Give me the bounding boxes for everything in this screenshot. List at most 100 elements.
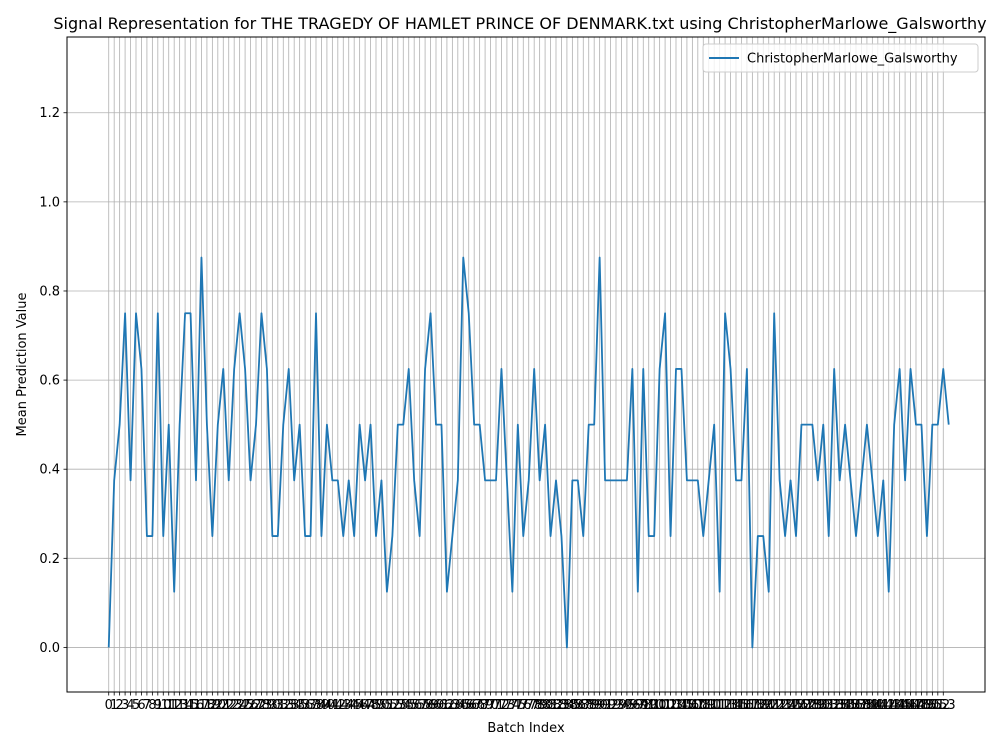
- x-tick-label: 68: [471, 698, 488, 713]
- x-tick-label: 131: [811, 698, 836, 713]
- y-axis-label: Mean Prediction Value: [15, 293, 30, 437]
- x-tick-label: 37: [302, 698, 319, 713]
- x-tick-label: 58: [417, 698, 434, 713]
- series-layer: [107, 256, 950, 649]
- x-tick-label: 121: [756, 698, 781, 713]
- x-tick-label: 19: [204, 698, 221, 713]
- x-tick-label: 36: [297, 698, 314, 713]
- x-tick-label: 50: [373, 698, 390, 713]
- x-tick-label: 0: [105, 698, 113, 713]
- x-tick-label: 20: [210, 698, 227, 713]
- x-tick-label: 56: [406, 698, 423, 713]
- x-tick-label: 88: [580, 698, 597, 713]
- x-tick-label: 21: [215, 698, 232, 713]
- x-tick-label: 119: [745, 698, 770, 713]
- x-tick-label: 8: [148, 698, 156, 713]
- x-tick-label: 101: [647, 698, 672, 713]
- x-tick-label: 93: [608, 698, 625, 713]
- x-tick-label: 69: [477, 698, 494, 713]
- x-tick-label: 86: [570, 698, 587, 713]
- x-tick-label: 97: [630, 698, 647, 713]
- x-tick-label: 128: [794, 698, 819, 713]
- x-tick-label: 35: [291, 698, 308, 713]
- x-tick-label: 71: [488, 698, 505, 713]
- x-tick-label: 10: [155, 698, 172, 713]
- y-axis-ticks: 0.0 0.2 0.4 0.6 0.8 1.0 1.2: [39, 106, 67, 656]
- x-tick-label: 142: [871, 698, 896, 713]
- x-tick-label: 146: [893, 698, 918, 713]
- x-tick-label: 94: [613, 698, 630, 713]
- x-tick-label: 123: [767, 698, 792, 713]
- x-tick-label: 66: [460, 698, 477, 713]
- x-tick-label: 91: [597, 698, 614, 713]
- x-tick-label: 9: [154, 698, 162, 713]
- legend: ChristopherMarlowe_Galsworthy: [702, 43, 979, 73]
- y-tick-label: 1.0: [39, 195, 60, 210]
- x-tick-label: 129: [800, 698, 825, 713]
- x-tick-label: 150: [914, 698, 939, 713]
- x-tick-label: 51: [379, 698, 396, 713]
- x-tick-label: 113: [713, 698, 738, 713]
- x-tick-label: 74: [504, 698, 521, 713]
- x-tick-label: 81: [542, 698, 559, 713]
- x-tick-label: 43: [335, 698, 352, 713]
- x-tick-label: 125: [778, 698, 803, 713]
- horizontal-gridlines: [67, 112, 985, 648]
- x-tick-label: 100: [642, 698, 667, 713]
- x-tick-label: 102: [653, 698, 678, 713]
- x-axis-ticks: 0123456789101112131415161718192021222324…: [105, 692, 956, 713]
- x-tick-label: 72: [493, 698, 510, 713]
- x-tick-label: 64: [450, 698, 467, 713]
- x-tick-label: 40: [319, 698, 336, 713]
- series-line: [107, 256, 950, 649]
- x-tick-label: 42: [330, 698, 347, 713]
- x-tick-label: 112: [707, 698, 732, 713]
- legend-box: [702, 43, 979, 73]
- x-tick-label: 25: [237, 698, 254, 713]
- x-tick-label: 29: [259, 698, 276, 713]
- x-tick-label: 120: [751, 698, 776, 713]
- x-tick-label: 13: [171, 698, 188, 713]
- x-tick-label: 84: [559, 698, 576, 713]
- plot-area-frame: [66, 36, 986, 693]
- y-tick-label: 0.6: [39, 374, 60, 389]
- chart-title: Signal Representation for THE TRAGEDY OF…: [53, 14, 986, 34]
- x-tick-label: 3: [121, 698, 129, 713]
- x-tick-label: 96: [624, 698, 641, 713]
- x-tick-label: 95: [619, 698, 636, 713]
- x-tick-label: 47: [357, 698, 374, 713]
- x-tick-label: 38: [308, 698, 325, 713]
- x-tick-label: 23: [226, 698, 243, 713]
- x-tick-label: 149: [909, 698, 934, 713]
- x-tick-label: 111: [702, 698, 727, 713]
- x-tick-label: 67: [466, 698, 483, 713]
- x-tick-label: 59: [422, 698, 439, 713]
- y-tick-label: 0.8: [39, 284, 60, 299]
- x-tick-label: 148: [904, 698, 929, 713]
- y-tick-label: 0.2: [39, 552, 60, 567]
- x-tick-label: 118: [740, 698, 765, 713]
- x-tick-label: 48: [362, 698, 379, 713]
- x-tick-label: 28: [253, 698, 270, 713]
- x-tick-label: 53: [390, 698, 407, 713]
- y-tick-label: 0.4: [39, 463, 60, 478]
- x-tick-label: 143: [876, 698, 901, 713]
- x-tick-label: 80: [537, 698, 554, 713]
- x-tick-label: 76: [515, 698, 532, 713]
- x-tick-label: 90: [591, 698, 608, 713]
- x-tick-label: 147: [898, 698, 923, 713]
- x-tick-label: 85: [564, 698, 581, 713]
- x-tick-label: 115: [724, 698, 749, 713]
- x-tick-label: 132: [816, 698, 841, 713]
- x-tick-label: 65: [455, 698, 472, 713]
- x-tick-label: 117: [734, 698, 759, 713]
- y-tick-label: 0.0: [39, 641, 60, 656]
- x-tick-label: 87: [575, 698, 592, 713]
- x-tick-label: 99: [640, 698, 657, 713]
- x-tick-label: 137: [844, 698, 869, 713]
- x-tick-label: 92: [602, 698, 619, 713]
- x-tick-label: 106: [674, 698, 699, 713]
- x-tick-label: 82: [548, 698, 565, 713]
- x-tick-label: 134: [827, 698, 852, 713]
- x-tick-label: 22: [220, 698, 237, 713]
